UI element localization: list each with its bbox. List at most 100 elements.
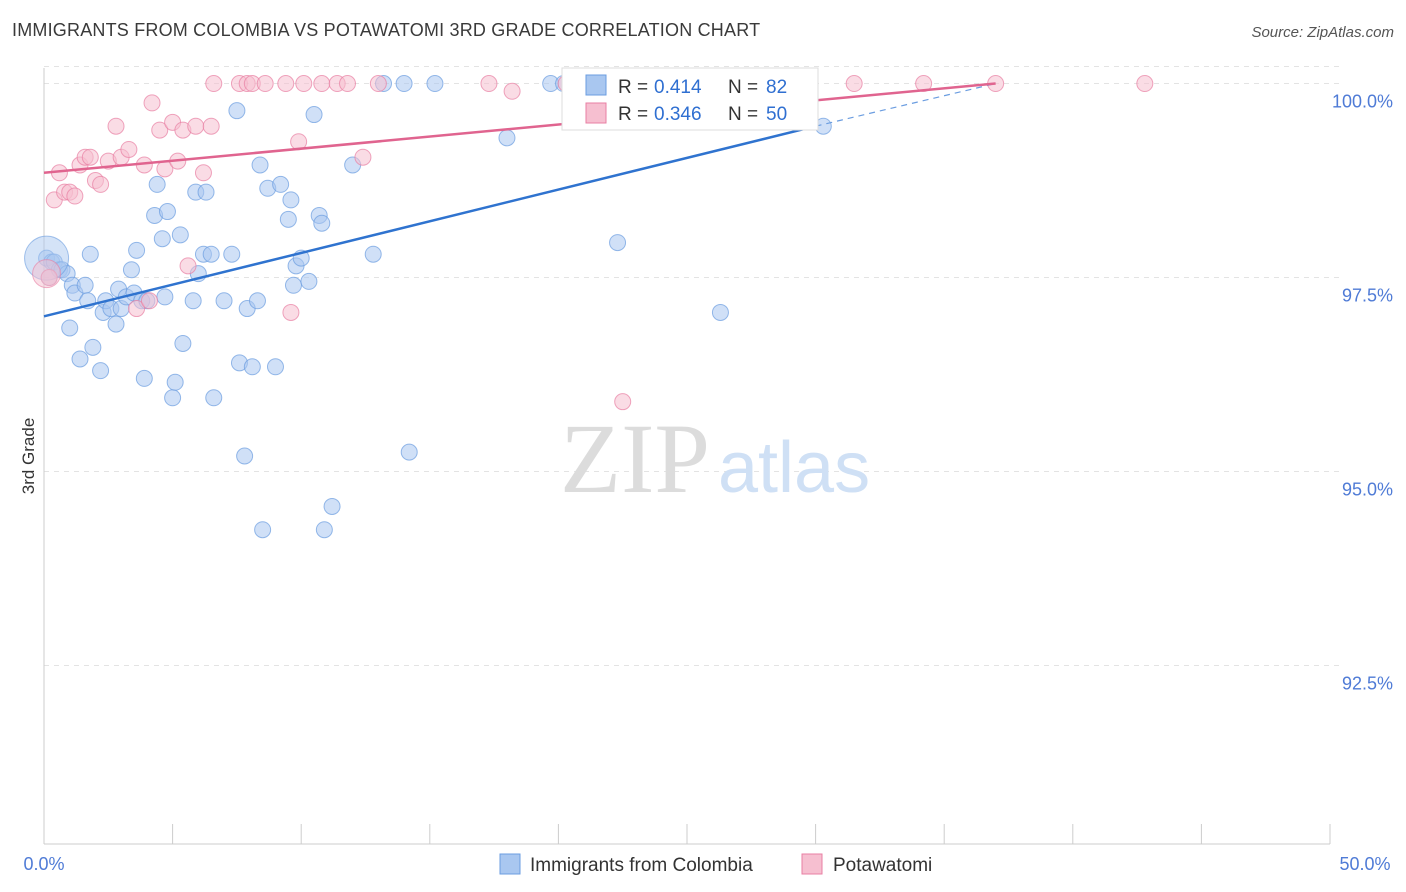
potawatomi-point-14 xyxy=(121,141,137,157)
colombia-point-60 xyxy=(285,277,301,293)
colombia-point-78 xyxy=(610,235,626,251)
colombia-point-36 xyxy=(172,227,188,243)
colombia-point-51 xyxy=(244,359,260,375)
legend-r-label-0: R = xyxy=(618,77,648,98)
colombia-point-57 xyxy=(273,176,289,192)
colombia-point-59 xyxy=(283,192,299,208)
potawatomi-point-49 xyxy=(296,76,312,92)
bottom-legend-swatch-colombia xyxy=(500,854,520,874)
potawatomi-point-41 xyxy=(481,76,497,92)
potawatomi-point-24 xyxy=(180,258,196,274)
colombia-point-49 xyxy=(237,448,253,464)
x-ticks xyxy=(44,824,1330,844)
bottom-legend-label-colombia: Immigrants from Colombia xyxy=(530,855,753,876)
colombia-point-10 xyxy=(72,351,88,367)
bottom-legend: Immigrants from Colombia Potawatomi xyxy=(500,854,932,876)
colombia-point-79 xyxy=(712,304,728,320)
colombia-point-66 xyxy=(314,215,330,231)
watermark-zip: ZIP xyxy=(560,403,710,514)
potawatomi-point-44 xyxy=(615,394,631,410)
scatter-chart: ZIP atlas 100.0% 97.5% 95.0% 92.5% 0.0% 50.… xyxy=(0,0,1406,892)
legend-swatch-colombia xyxy=(586,75,606,95)
legend-n-value-1: 50 xyxy=(766,104,787,125)
colombia-point-52 xyxy=(249,293,265,309)
trend-lines xyxy=(44,84,996,317)
colombia-point-67 xyxy=(316,522,332,538)
colombia-point-56 xyxy=(267,359,283,375)
potawatomi-point-28 xyxy=(206,76,222,92)
colombia-point-43 xyxy=(203,246,219,262)
potawatomi-point-48 xyxy=(1137,76,1153,92)
potawatomi-point-42 xyxy=(504,83,520,99)
potawatomi-point-12 xyxy=(108,118,124,134)
y-tick-label-0: 100.0% xyxy=(1332,92,1393,112)
potawatomi-point-33 xyxy=(278,76,294,92)
potawatomi-point-17 xyxy=(141,293,157,309)
colombia-point-13 xyxy=(82,246,98,262)
colombia-point-44 xyxy=(206,390,222,406)
potawatomi-point-39 xyxy=(355,149,371,165)
potawatomi-point-40 xyxy=(370,76,386,92)
colombia-point-19 xyxy=(108,316,124,332)
colombia-point-15 xyxy=(93,363,109,379)
colombia-point-73 xyxy=(401,444,417,460)
legend-r-value-1: 0.346 xyxy=(654,104,702,125)
colombia-point-30 xyxy=(149,176,165,192)
colombia-point-58 xyxy=(280,211,296,227)
bottom-legend-swatch-potawatomi xyxy=(802,854,822,874)
colombia-point-32 xyxy=(157,289,173,305)
colombia-point-35 xyxy=(167,374,183,390)
y-tick-label-3: 92.5% xyxy=(1342,674,1393,694)
colombia-point-42 xyxy=(198,184,214,200)
colombia-point-54 xyxy=(255,522,271,538)
colombia-point-25 xyxy=(129,242,145,258)
bottom-legend-label-potawatomi: Potawatomi xyxy=(833,855,932,876)
y-axis-title: 3rd Grade xyxy=(19,418,38,495)
legend-n-label-1: N = xyxy=(728,104,758,125)
potawatomi-point-10 xyxy=(93,176,109,192)
colombia-point-46 xyxy=(224,246,240,262)
potawatomi-point-45 xyxy=(846,76,862,92)
colombia-point-68 xyxy=(324,498,340,514)
x-label-left: 0.0% xyxy=(23,854,64,874)
colombia-point-34 xyxy=(165,390,181,406)
trend-line-colombia-extension xyxy=(816,84,996,127)
colombia-point-72 xyxy=(396,76,412,92)
colombia-point-33 xyxy=(159,204,175,220)
x-label-right: 50.0% xyxy=(1339,854,1390,874)
potawatomi-point-18 xyxy=(144,95,160,111)
colombia-point-7 xyxy=(62,320,78,336)
colombia-point-23 xyxy=(123,262,139,278)
legend-r-value-0: 0.414 xyxy=(654,77,702,98)
colombia-point-64 xyxy=(306,107,322,123)
potawatomi-point-8 xyxy=(82,149,98,165)
legend-swatch-potawatomi xyxy=(586,103,606,123)
potawatomi-point-5 xyxy=(67,188,83,204)
legend-n-value-0: 82 xyxy=(766,77,787,98)
potawatomi-point-38 xyxy=(339,76,355,92)
colombia-point-38 xyxy=(185,293,201,309)
colombia-point-14 xyxy=(85,339,101,355)
potawatomi-point-26 xyxy=(195,165,211,181)
potawatomi-point-32 xyxy=(257,76,273,92)
colombia-point-63 xyxy=(301,273,317,289)
colombia-point-31 xyxy=(154,231,170,247)
colombia-point-75 xyxy=(499,130,515,146)
potawatomi-point-25 xyxy=(188,118,204,134)
y-tick-label-2: 95.0% xyxy=(1342,480,1393,500)
colombia-point-11 xyxy=(77,277,93,293)
watermark: ZIP atlas xyxy=(560,403,870,514)
y-tick-labels: 100.0% 97.5% 95.0% 92.5% xyxy=(1332,92,1393,694)
y-tick-label-1: 97.5% xyxy=(1342,286,1393,306)
potawatomi-point-36 xyxy=(314,76,330,92)
potawatomi-point-27 xyxy=(203,118,219,134)
potawatomi-large-point xyxy=(33,260,61,288)
colombia-point-45 xyxy=(216,293,232,309)
colombia-point-74 xyxy=(427,76,443,92)
colombia-point-47 xyxy=(229,103,245,119)
legend-r-label-1: R = xyxy=(618,104,648,125)
watermark-atlas: atlas xyxy=(718,428,870,508)
potawatomi-point-34 xyxy=(283,304,299,320)
colombia-point-27 xyxy=(136,370,152,386)
legend-box: R = 0.414 N = 82 R = 0.346 N = 50 xyxy=(562,68,818,130)
